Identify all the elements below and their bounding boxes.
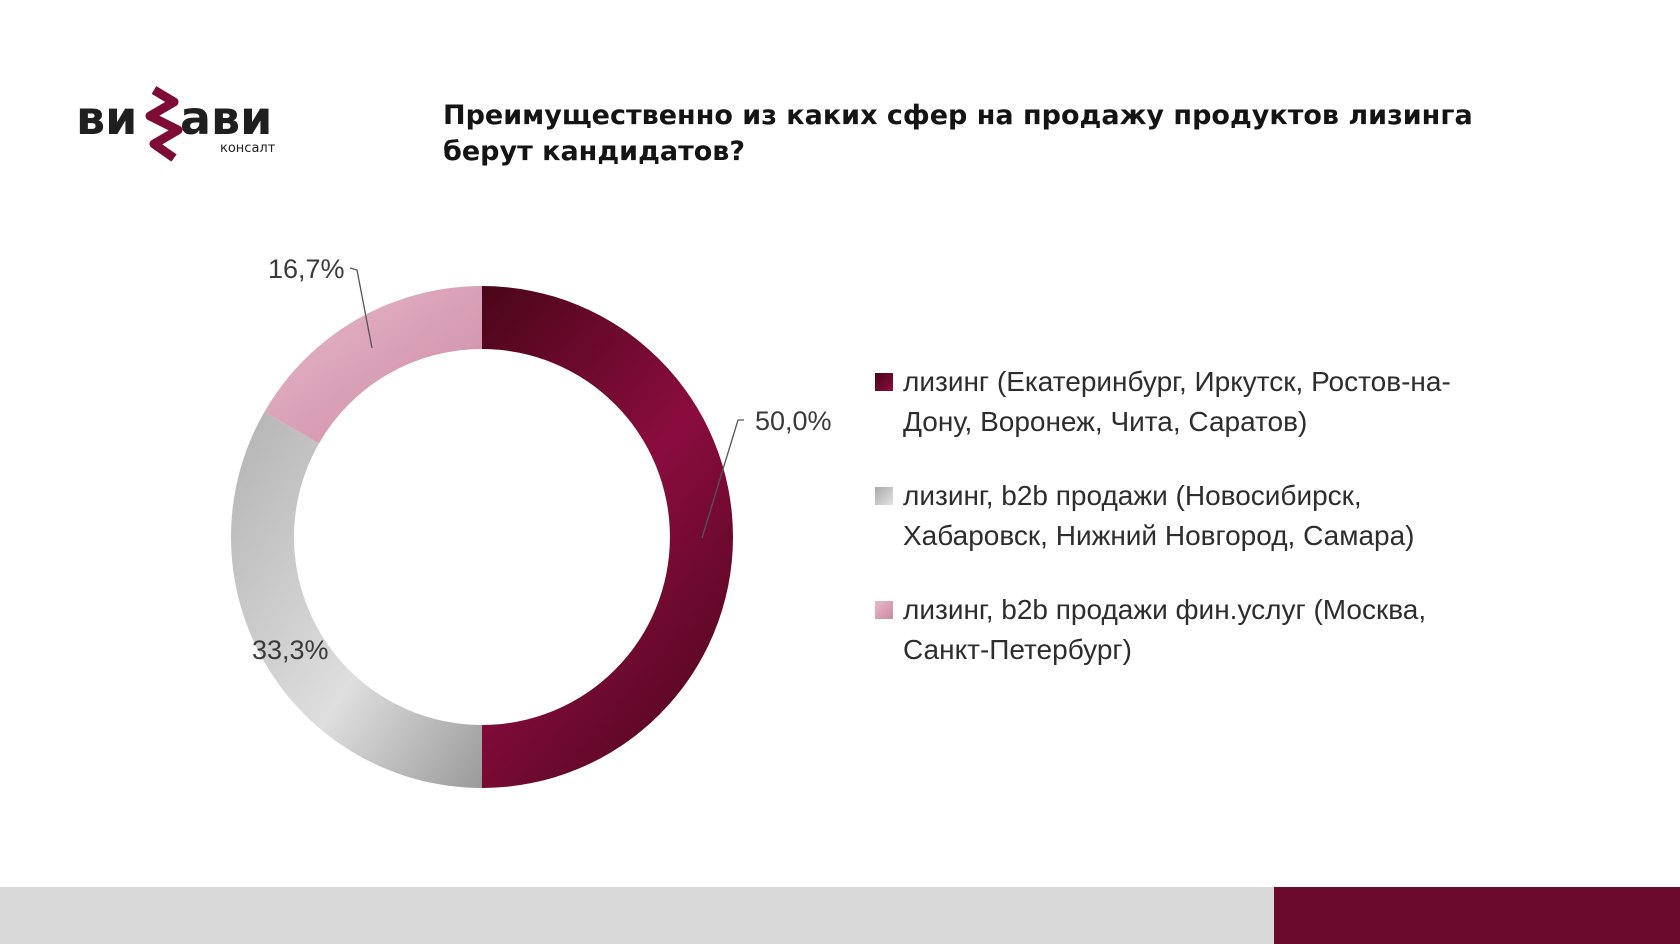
legend-label: лизинг, b2b продажи фин.услуг (Москва, С…: [903, 594, 1427, 665]
leader-line: [349, 267, 373, 349]
logo-mark: ви ави консалт: [76, 86, 276, 162]
legend-swatch: [875, 487, 893, 505]
legend-item: лизинг, b2b продажи фин.услуг (Москва, С…: [875, 590, 1615, 670]
data-label: 16,7%: [268, 254, 345, 284]
donut-slice: [482, 286, 733, 788]
leader-line: [701, 419, 744, 539]
logo-zigzag-icon: [145, 86, 183, 162]
footer-brand-bar: [1274, 887, 1680, 944]
legend-label: лизинг, b2b продажи (Новосибирск, Хабаро…: [903, 480, 1415, 551]
donut-slice: [230, 411, 482, 788]
logo-text-right: ави: [180, 91, 272, 145]
chart-legend: лизинг (Екатеринбург, Иркутск, Ростов-на…: [875, 362, 1615, 704]
legend-swatch: [875, 601, 893, 619]
legend-item: лизинг, b2b продажи (Новосибирск, Хабаро…: [875, 476, 1615, 556]
data-label: 50,0%: [755, 406, 832, 436]
footer-bar: [0, 887, 1274, 944]
logo-text-left: ви: [76, 91, 137, 145]
brand-logo: ви ави консалт: [76, 86, 296, 162]
logo-subtitle: консалт: [220, 141, 276, 156]
data-label: 33,3%: [252, 635, 329, 665]
legend-label: лизинг (Екатеринбург, Иркутск, Ростов-на…: [903, 366, 1451, 437]
page-title: Преимущественно из каких сфер на продажу…: [443, 100, 1473, 167]
legend-item: лизинг (Екатеринбург, Иркутск, Ростов-на…: [875, 362, 1615, 442]
legend-swatch: [875, 373, 893, 391]
donut-slice: [264, 286, 482, 444]
